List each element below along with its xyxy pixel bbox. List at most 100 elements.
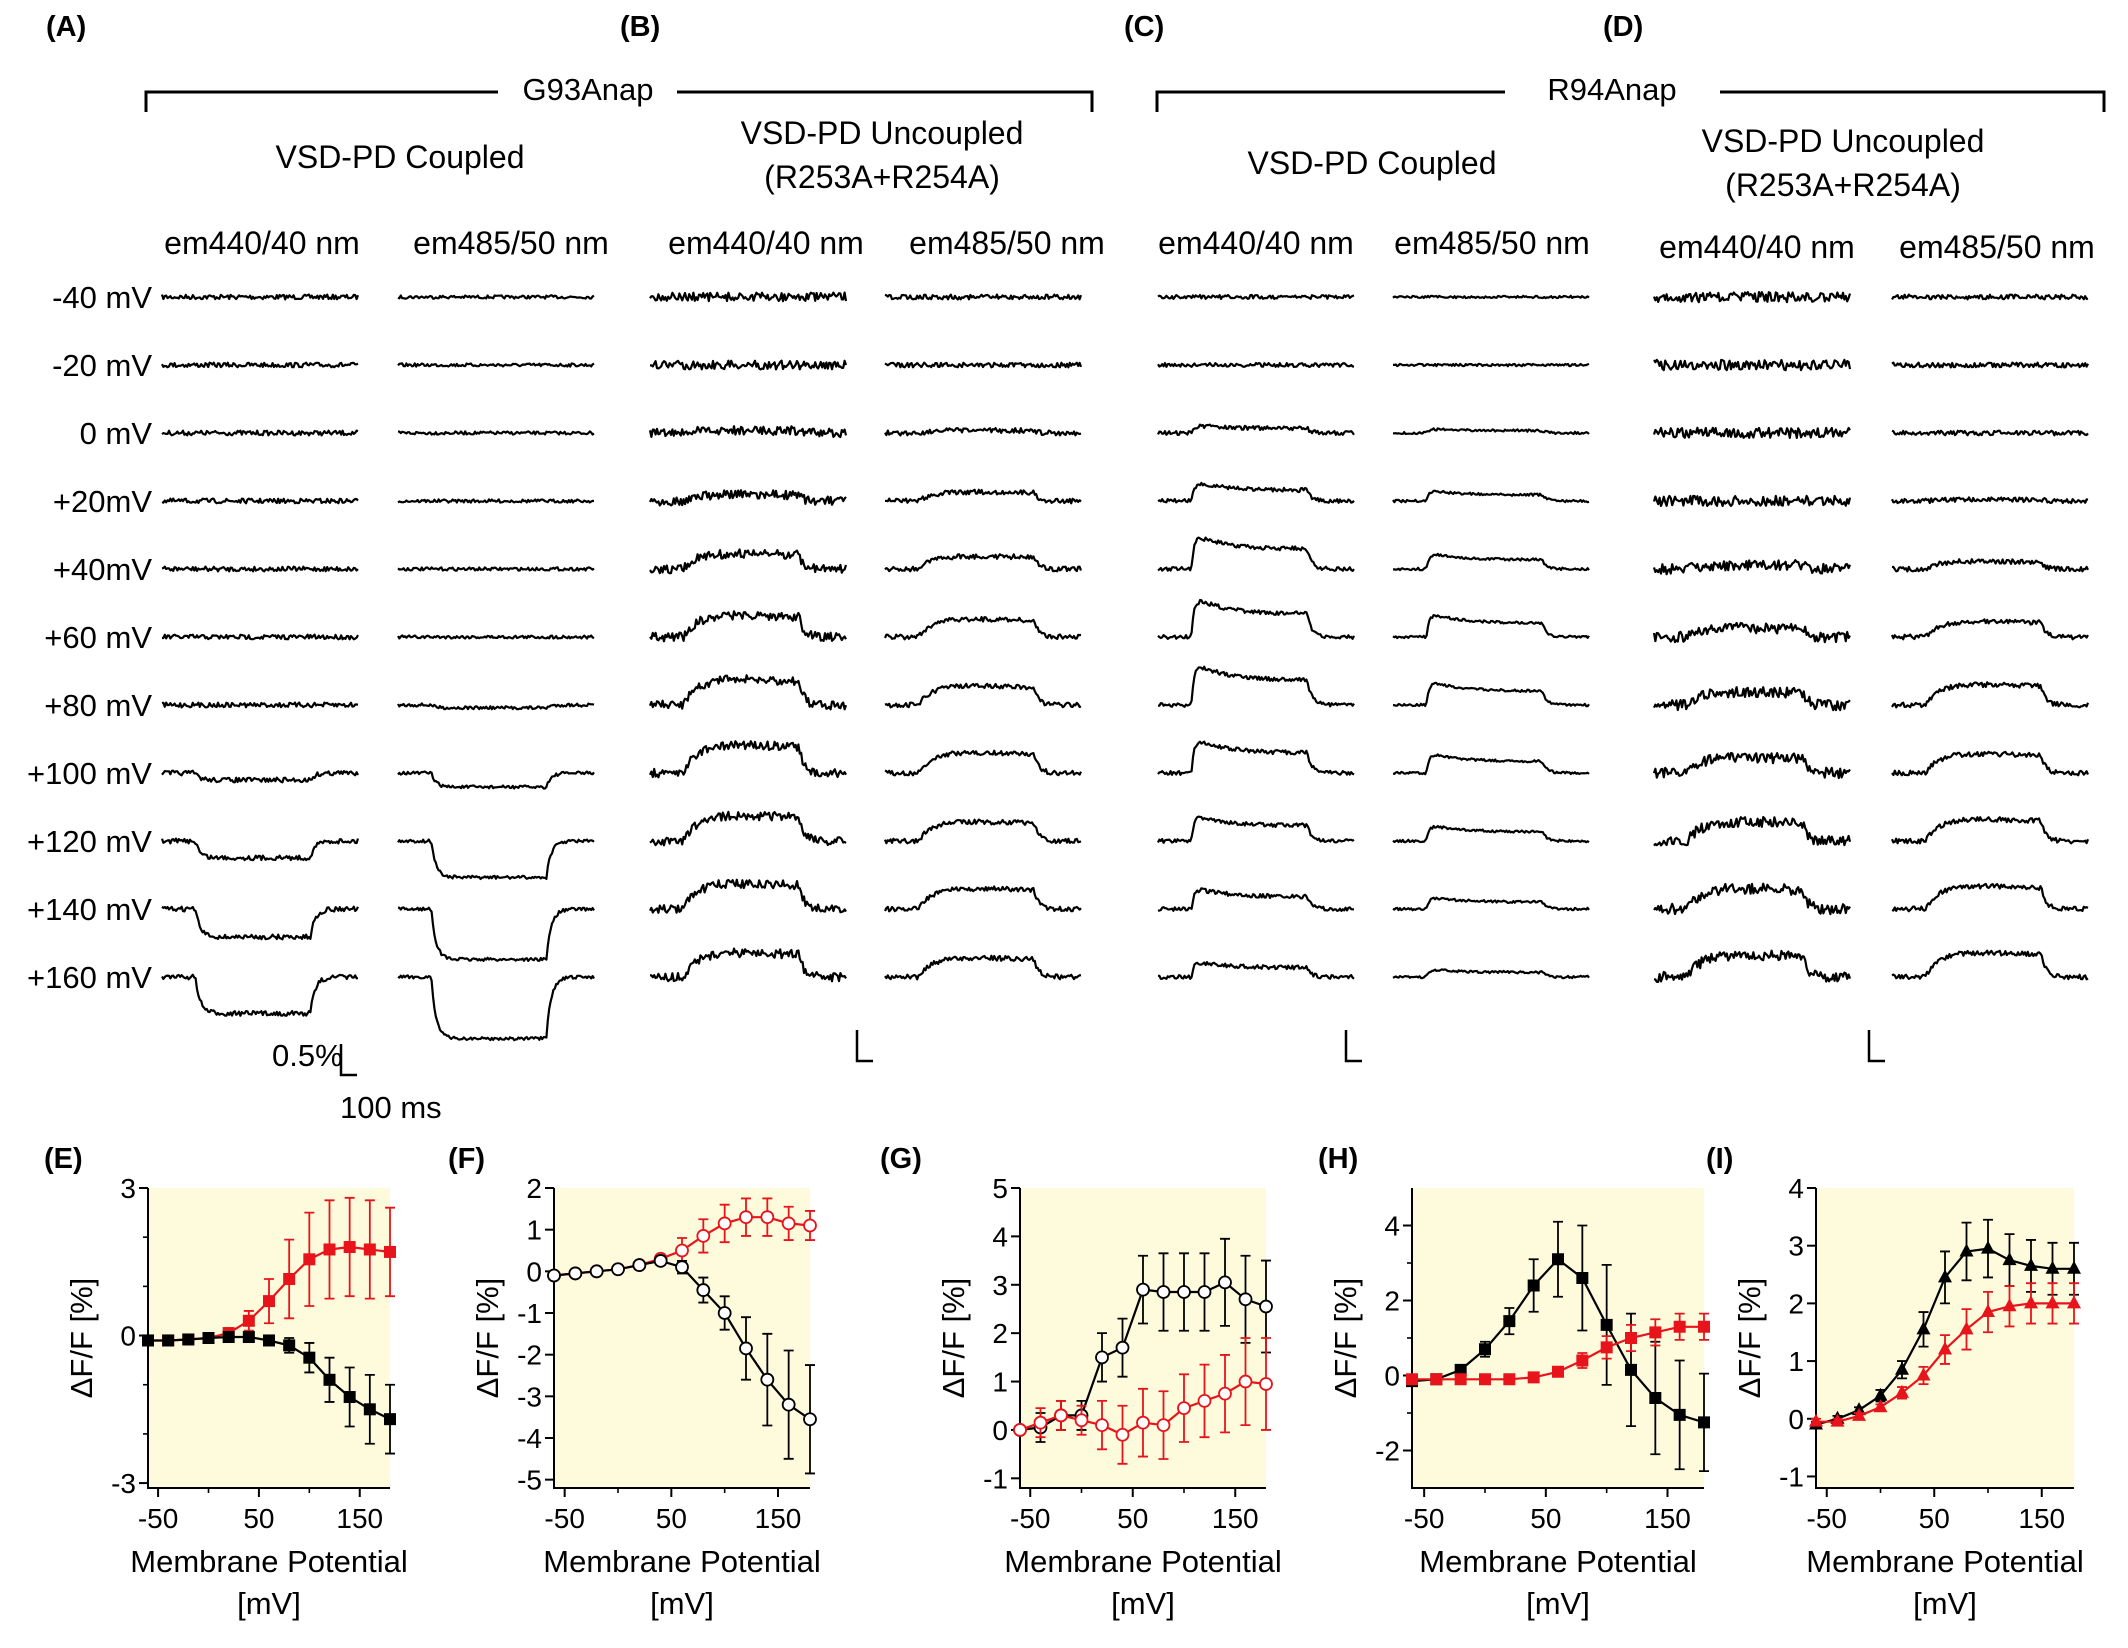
voltage-label: +100 mV xyxy=(27,756,152,791)
scale-bar-c xyxy=(1344,1030,1362,1063)
series xyxy=(1809,1282,2081,1427)
series xyxy=(1013,1237,1273,1443)
trace-em485 xyxy=(1392,552,1590,572)
chart-i: -1 0 1 2 3 4 -50 50 150 Membrane Potential [mV] ΔF/… xyxy=(1732,1173,2084,1621)
data-point xyxy=(1873,1387,1888,1401)
trace-em440 xyxy=(1652,426,1851,439)
data-point xyxy=(1054,1408,1068,1423)
trace-em485 xyxy=(1891,750,2090,777)
y-tick-label: -1 xyxy=(517,1298,542,1329)
data-point xyxy=(1938,1341,1952,1355)
data-point xyxy=(1218,1386,1232,1401)
trace-em485 xyxy=(884,361,1083,369)
emission-label-b-440: em440/40 nm xyxy=(668,225,864,261)
chart-h: -2 0 2 4 -50 50 150 Membrane Potential [mV] ΔF/F … xyxy=(1328,1188,1710,1621)
data-point xyxy=(1895,1384,1909,1398)
data-point xyxy=(242,1314,255,1327)
trace-em440 xyxy=(1157,815,1355,844)
trace-em440 xyxy=(161,769,359,784)
panel-label-c: (C) xyxy=(1124,11,1164,43)
scale-bar-x-label: 100 ms xyxy=(340,1090,442,1125)
trace-em485 xyxy=(397,974,595,1042)
data-point xyxy=(1259,1299,1273,1314)
trace-em485 xyxy=(397,634,595,640)
data-point xyxy=(1156,1285,1171,1299)
data-point xyxy=(568,1266,583,1281)
data-point xyxy=(1115,1340,1130,1355)
data-point xyxy=(263,1334,275,1347)
voltage-label: +20mV xyxy=(53,484,152,519)
trace-em485 xyxy=(884,553,1083,573)
panel-label-a: (A) xyxy=(46,11,86,43)
data-point xyxy=(363,1403,376,1416)
data-point xyxy=(760,1210,775,1225)
data-point xyxy=(1013,1423,1027,1437)
data-point xyxy=(1503,1373,1516,1386)
panel-label-b: (B) xyxy=(620,11,660,43)
data-point xyxy=(1454,1373,1467,1386)
panel-label-e: (E) xyxy=(44,1143,83,1175)
trace-em485 xyxy=(1890,618,2089,641)
trace-panel-c xyxy=(1157,293,1590,980)
emission-label-a-440: em440/40 nm xyxy=(164,225,360,261)
y-tick-label: -2 xyxy=(517,1340,542,1371)
trace-em440 xyxy=(1652,621,1851,644)
data-point xyxy=(1938,1269,1952,1283)
trace-em485 xyxy=(1392,968,1590,980)
trace-em440 xyxy=(1652,751,1851,780)
trace-em440 xyxy=(1652,559,1852,576)
data-point xyxy=(1197,1394,1212,1408)
emission-label-d-485: em485/50 nm xyxy=(1899,229,2095,265)
data-point xyxy=(1981,1304,1995,1318)
trace-em440 xyxy=(1157,961,1355,980)
data-point xyxy=(1527,1371,1540,1384)
trace-em440 xyxy=(1652,291,1852,304)
trace-em485 xyxy=(1392,753,1590,776)
x-axis-unit: [mV] xyxy=(1111,1586,1175,1621)
trace-em485 xyxy=(1392,824,1590,844)
trace-panel-b xyxy=(648,291,1083,983)
trace-em440 xyxy=(161,361,359,369)
data-point xyxy=(611,1262,625,1277)
trace-em440 xyxy=(1157,293,1355,300)
data-point xyxy=(1527,1279,1540,1292)
data-point xyxy=(263,1295,275,1308)
x-tick-label: 50 xyxy=(243,1503,274,1534)
data-point xyxy=(1238,1374,1253,1389)
fluorescence-traces xyxy=(160,291,2090,1042)
data-point xyxy=(2024,1295,2038,1309)
trace-em440 xyxy=(1157,887,1355,912)
voltage-label: +40mV xyxy=(53,552,152,587)
data-point xyxy=(343,1391,356,1404)
data-point xyxy=(182,1333,195,1346)
data-point xyxy=(1698,1416,1710,1429)
data-point xyxy=(1479,1373,1491,1386)
data-point xyxy=(1649,1326,1662,1339)
trace-em440 xyxy=(649,947,847,983)
series xyxy=(547,1254,817,1475)
voltage-label: -40 mV xyxy=(52,280,152,315)
data-point xyxy=(343,1241,356,1254)
chart-f: -5 -4 -3 -2 -1 0 1 2 -50 50 150 Membrane Potential [… xyxy=(470,1173,821,1621)
data-point xyxy=(1074,1413,1089,1428)
group-label-r94: R94Anap xyxy=(1547,72,1676,107)
trace-em440 xyxy=(1653,816,1852,847)
y-tick-label: 2 xyxy=(1384,1286,1400,1317)
trace-em440 xyxy=(161,973,359,1017)
trace-em440 xyxy=(160,293,360,301)
trace-em485 xyxy=(1392,489,1590,504)
data-point xyxy=(1218,1275,1232,1290)
x-axis-label: Membrane Potential xyxy=(543,1544,820,1579)
x-axis-label: Membrane Potential xyxy=(1419,1544,1696,1579)
x-tick-label: -50 xyxy=(1807,1503,1847,1534)
x-tick-label: -50 xyxy=(1010,1503,1050,1534)
x-tick-label: -50 xyxy=(1404,1503,1444,1534)
panel-label-i: (I) xyxy=(1706,1143,1733,1175)
data-point xyxy=(142,1334,154,1347)
trace-em440 xyxy=(649,548,848,575)
data-point xyxy=(1959,1243,1974,1257)
data-point xyxy=(1197,1285,1212,1299)
y-tick-label: 0 xyxy=(526,1256,542,1287)
